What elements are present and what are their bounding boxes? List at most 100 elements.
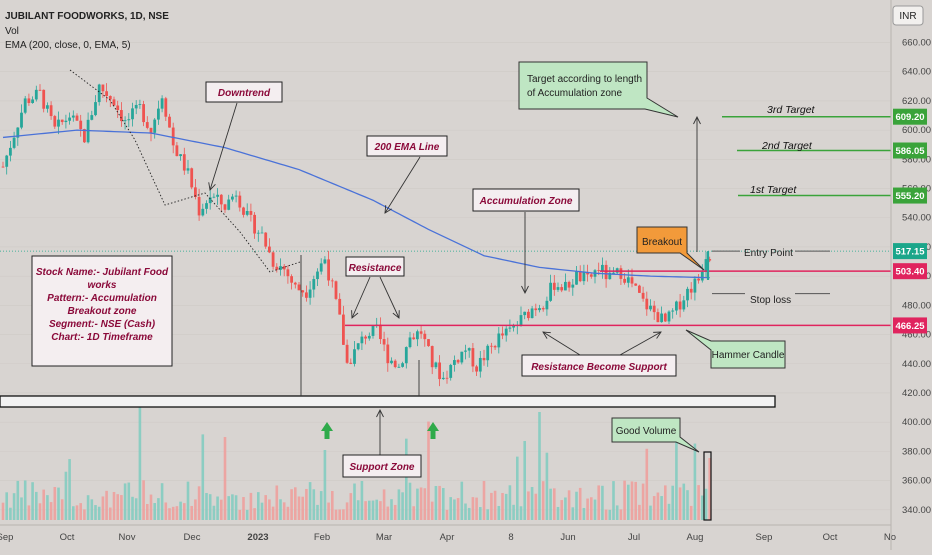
candle-body (645, 298, 649, 310)
volume-bar (38, 503, 42, 520)
candle-body (94, 102, 97, 116)
candle-body (578, 271, 582, 282)
volume-bar (516, 456, 519, 520)
volume-bar (597, 485, 600, 520)
price-tag-label: 466.25 (895, 321, 925, 332)
res-support-arrow-2 (619, 331, 662, 356)
y-tick-label: 440.00 (902, 359, 931, 370)
volume-bar (72, 506, 75, 520)
y-tick-label: 360.00 (902, 476, 931, 487)
candle-body (626, 277, 630, 283)
candle-body (408, 337, 412, 348)
currency-button[interactable] (892, 5, 924, 26)
x-tick-label: Nov (119, 532, 136, 543)
target1-label: 1st Target (750, 184, 797, 196)
volume-bar (153, 503, 156, 520)
candle-body (71, 115, 75, 118)
res-support-label: Resistance Become Support (531, 362, 667, 373)
y-tick-label: 640.00 (902, 67, 931, 78)
x-tick-label: Sep (0, 532, 13, 543)
volume-bar (423, 488, 427, 520)
candle-body (604, 264, 608, 280)
volume-bar (527, 491, 530, 520)
candle-body (27, 98, 31, 104)
target-note-line-2: of Accumulation zone (527, 88, 622, 99)
volume-bar (123, 483, 127, 520)
candle-body (471, 348, 475, 367)
candle-body (212, 196, 216, 198)
volume-bar (619, 509, 623, 520)
volume-bar (127, 482, 131, 520)
volume-bar (160, 483, 164, 520)
volume-bar (364, 501, 367, 520)
volume-bar (220, 499, 223, 520)
candle-body (379, 324, 382, 340)
candle-body (223, 204, 227, 210)
candle-body (238, 195, 242, 208)
volume-bar (397, 489, 401, 520)
candle-body (623, 278, 626, 283)
volume-bar (175, 506, 179, 520)
candle-body (675, 301, 678, 311)
candle-body (423, 333, 427, 340)
candle-body (534, 308, 538, 311)
candle-body (138, 104, 142, 105)
candle-body (334, 281, 338, 299)
volume-bar (112, 491, 116, 520)
candle-body (349, 362, 353, 364)
volume-bar (164, 502, 168, 520)
volume-bar (645, 448, 649, 520)
candle-body (168, 116, 171, 128)
annotations (69, 69, 701, 455)
volume-bar (245, 509, 249, 520)
volume-bar (482, 480, 486, 520)
volume-bar (652, 496, 656, 520)
accumulation-arrowhead (521, 285, 529, 295)
target2-label: 2nd Target (761, 140, 813, 152)
volume-bar (615, 505, 619, 520)
support-label: Support Zone (350, 462, 415, 473)
info-line-4: Breakout zone (68, 306, 137, 317)
candle-body (16, 127, 20, 138)
volume-bar (416, 488, 419, 520)
candle-body (290, 276, 293, 283)
candle-body (227, 199, 231, 210)
candle-body (234, 195, 238, 197)
candle-body (601, 264, 604, 271)
resistance-arrow-2 (379, 276, 400, 319)
volume-bar (275, 485, 279, 520)
volume-bar (227, 496, 230, 520)
y-tick-label: 480.00 (902, 300, 931, 311)
volume-bar (234, 495, 238, 520)
candle-body (279, 266, 282, 270)
candle-body (208, 197, 212, 204)
ema-200-line (2, 129, 710, 279)
candle-body (571, 284, 575, 288)
resistance-arrowhead-2 (392, 310, 400, 319)
volume-bar (223, 437, 227, 520)
candle-body (1, 166, 5, 168)
volume-callout (611, 417, 700, 453)
volume-bar (186, 481, 190, 520)
volume-bar (249, 492, 253, 520)
volume-bar (427, 421, 430, 520)
volume-bar (630, 481, 634, 520)
volume-bar (697, 485, 700, 520)
candle-body (416, 331, 419, 340)
candle-body (64, 120, 68, 123)
candle-body (582, 272, 586, 282)
candle-body (467, 348, 471, 351)
volume-bar (131, 496, 134, 520)
volume-bar (467, 507, 471, 520)
candle-body (120, 110, 123, 122)
candle-body (101, 84, 105, 92)
volume-bar (360, 480, 364, 520)
candle-body (68, 117, 71, 121)
candle-body (245, 211, 249, 215)
x-tick-label: Jun (560, 532, 575, 543)
volume-bar (356, 500, 360, 520)
candle-body (371, 326, 375, 336)
volume-bar (638, 504, 641, 520)
volume-bar (623, 480, 626, 520)
candle-body (608, 272, 612, 280)
